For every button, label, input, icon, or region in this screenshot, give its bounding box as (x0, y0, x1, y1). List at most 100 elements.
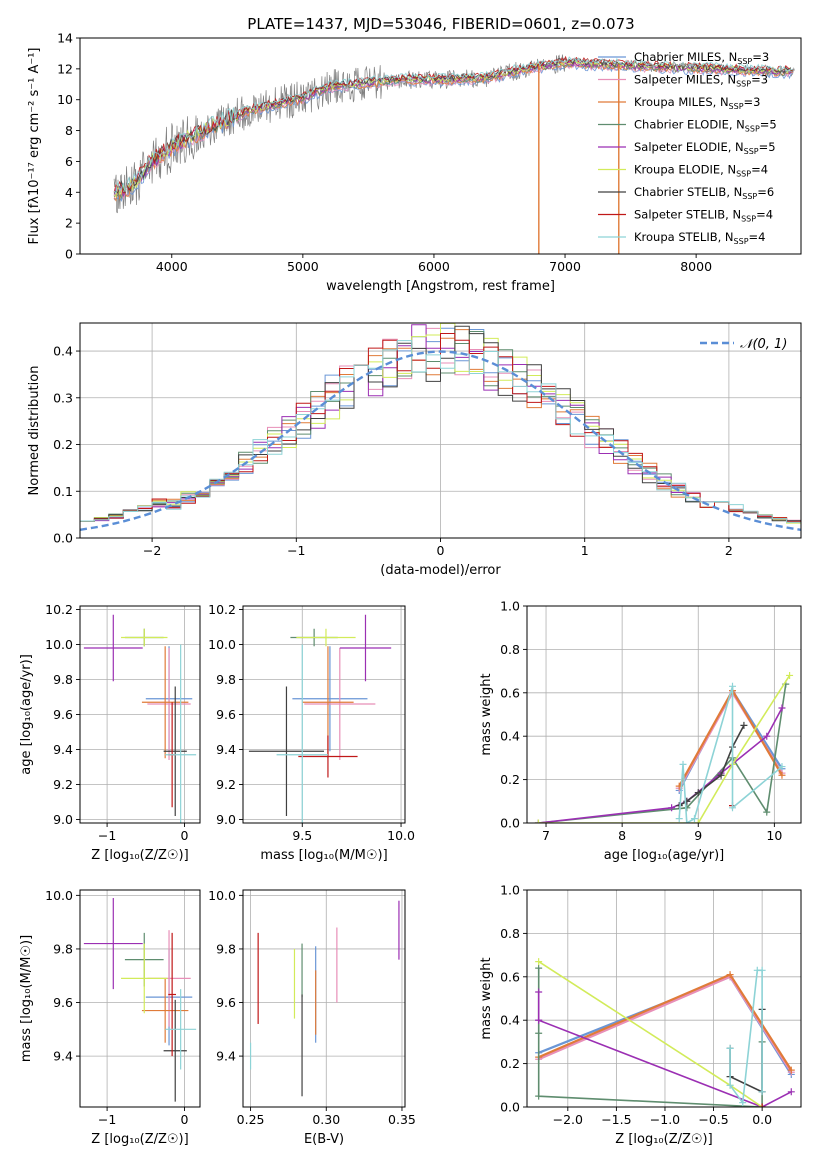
mass_vs_ebv-ytick-label: 9.6 (216, 995, 236, 1010)
spectrum-ytick-label: 8 (65, 123, 73, 138)
spectrum-panel: 4000 5000 6000 7000 8000 0 2 4 6 8 10 12 14 wavelengt… (27, 31, 802, 294)
age_vs_Z-point-salpeter_miles (147, 648, 191, 760)
residuals-ytick-label: 0.0 (53, 531, 73, 546)
weight_vs_age-line-kroupa_elodie (538, 674, 791, 823)
spectrum-xtick-label: 7000 (549, 259, 581, 274)
spectrum-ytick-label: 0 (65, 247, 73, 262)
legend-label-chabrier_elodie: Chabrier ELODIE, NSSP=5 (634, 118, 777, 134)
weight_vs_Z-marker-kroupa_miles (726, 971, 734, 979)
weight_vs_age-marker-kroupa_elodie (786, 671, 794, 679)
residuals-plot-area (80, 323, 801, 531)
residuals-xtick-label: 0 (437, 543, 445, 558)
weight_vs_Z-marker-kroupa_stelib (739, 1099, 747, 1107)
spectrum-ytick-label: 12 (57, 61, 73, 76)
age_vs_mass-xlabel: mass [log₁₀(M/M☉)] (260, 848, 387, 863)
weight_vs_Z-series-salpeter_stelib (758, 1103, 766, 1107)
figure-title: PLATE=1437, MJD=53046, FIBERID=0601, z=0… (247, 15, 634, 33)
age_vs_Z-panel: −1 0 9.0 9.2 9.4 9.6 9.8 10.0 10.2 Z [log₁₀(Z/Z☉)… (19, 602, 201, 863)
legend-label-sub: SSP (745, 125, 760, 134)
residuals-xlabel: (data-model)/error (380, 563, 501, 578)
mass_vs_Z-point-salpeter_stelib (168, 932, 176, 1057)
legend-label-base: Chabrier STELIB, N (634, 185, 742, 199)
age_vs_Z-xtick-label: −1 (98, 828, 116, 843)
legend-label-tail: =3 (744, 95, 761, 109)
residuals-ytick-label: 0.4 (53, 344, 73, 359)
weight_vs_age-marker-kroupa_stelib (729, 804, 736, 812)
legend-label-base: Kroupa MILES, N (634, 95, 729, 109)
spectrum-ylabel: Flux [fλ10⁻¹⁷ erg cm⁻² s⁻¹ A⁻¹] (27, 48, 42, 245)
weight_vs_Z-ytick-label: 1.0 (500, 883, 520, 898)
spectrum-model-chabrier_stelib (113, 58, 794, 194)
weight_vs_age-marker-kroupa_elodie (694, 819, 702, 823)
weight_vs_Z-marker-salpeter_elodie (535, 988, 543, 996)
legend-label-sub: SSP (737, 57, 752, 66)
weight_vs_age-ytick-label: 0.8 (500, 642, 520, 657)
legend-label-salpeter_miles: Salpeter MILES, NSSP=3 (634, 73, 768, 89)
legend-label-sub: SSP (742, 192, 757, 201)
age_vs_Z-ytick-label: 9.6 (53, 707, 73, 722)
weight_vs_Z-marker-chabrier_elodie (535, 964, 543, 972)
age_vs_mass-point-salpeter_elodie (339, 614, 392, 682)
residuals-ytick-label: 0.2 (53, 437, 73, 452)
spectrum-ytick-label: 2 (65, 216, 73, 231)
mass_vs_Z-xtick-label: −1 (98, 1112, 116, 1127)
residual-histogram-chabrier_stelib (80, 325, 801, 522)
spectrum-xlabel: wavelength [Angstrom, rest frame] (326, 279, 555, 294)
mass_vs_ebv-ytick-label: 9.4 (216, 1049, 236, 1064)
weight_vs_age-marker-kroupa_stelib (675, 815, 683, 823)
legend-label-tail: =6 (757, 185, 774, 199)
age_vs_Z-point-kroupa_stelib (165, 644, 197, 823)
weight_vs_Z-xtick-label: −0.5 (698, 1112, 728, 1127)
age_vs_mass-point-salpeter_stelib (298, 735, 358, 778)
legend-label-base: Chabrier MILES, N (634, 50, 737, 64)
legend-label-tail: =3 (752, 50, 769, 64)
age_vs_mass-ytick-label: 9.4 (216, 742, 236, 757)
weight_vs_age-marker-chabrier_stelib (683, 797, 691, 805)
age_vs_Z-ytick-label: 9.0 (53, 812, 73, 827)
legend-label-kroupa_elodie: Kroupa ELODIE, NSSP=4 (634, 163, 768, 179)
weight_vs_age-frame (526, 605, 802, 824)
spectrum-model-kroupa_stelib (113, 56, 794, 195)
weight_vs_Z-marker-kroupa_stelib (726, 1081, 734, 1089)
spectrum-ytick-label: 4 (65, 185, 73, 200)
age_vs_Z-ytick-label: 10.0 (45, 637, 73, 652)
mass_vs_Z-panel: −1 0 9.4 9.6 9.8 10.0 Z [log₁₀(Z/Z☉)] mass [log… (19, 888, 201, 1147)
weight_vs_age-marker-kroupa_stelib (729, 682, 736, 690)
mass_vs_Z-xtick-label: 0 (181, 1112, 189, 1127)
age_vs_mass-point-salpeter_miles (304, 648, 376, 760)
age_vs_Z-point-chabrier_stelib (163, 686, 187, 816)
weight_vs_Z-line-salpeter_elodie (537, 992, 792, 1107)
weight_vs_Z-marker-salpeter_elodie (535, 1016, 543, 1024)
weight_vs_age-marker-chabrier_stelib (694, 789, 702, 797)
weight_vs_Z-marker-chabrier_elodie (535, 1029, 543, 1037)
weight_vs_Z-ytick-label: 0.0 (500, 1100, 520, 1115)
residuals-xtick-label: 1 (581, 543, 589, 558)
weight_vs_Z-frame (526, 889, 802, 1108)
weight_vs_Z-marker-salpeter_stelib (758, 1103, 766, 1107)
legend-label-base: Kroupa ELODIE, N (634, 163, 736, 177)
weight_vs_age-xtick-label: 10 (766, 828, 782, 843)
residual-histogram-kroupa_stelib (80, 340, 801, 523)
age_vs_Z-xtick-label: 0 (181, 828, 189, 843)
legend-label-chabrier_stelib: Chabrier STELIB, NSSP=6 (634, 185, 774, 201)
mass_vs_Z-ytick-label: 9.4 (53, 1049, 73, 1064)
weight_vs_Z-marker-salpeter_elodie (787, 1088, 795, 1096)
mass_vs_ebv-xtick-label: 0.30 (312, 1112, 340, 1127)
weight_vs_Z-marker-kroupa_elodie (535, 958, 543, 966)
legend-label-base: Salpeter STELIB, N (634, 208, 741, 222)
age_vs_mass-ytick-label: 9.8 (216, 672, 236, 687)
weight_vs_age-ylabel: mass weight (479, 673, 494, 755)
panels: 4000 5000 6000 7000 800002468101214wavelengt… (19, 31, 802, 1147)
age_vs_mass-point-kroupa_stelib (276, 644, 328, 823)
weight_vs_Z-ytick-label: 0.2 (500, 1056, 520, 1071)
spectrum-frame (79, 37, 802, 255)
age_vs_mass-point-chabrier_stelib (248, 686, 324, 816)
weight_vs_Z-marker-kroupa_stelib (758, 1088, 766, 1096)
age_vs_mass-ytick-label: 10.2 (208, 602, 236, 617)
weight_vs_Z-marker-kroupa_stelib (726, 1044, 734, 1052)
weight_vs_age-marker-chabrier_stelib (740, 721, 748, 729)
legend-label-sub: SSP (744, 147, 759, 156)
age_vs_mass-ytick-label: 9.6 (216, 707, 236, 722)
weight_vs_Z-line-kroupa_stelib (729, 969, 763, 1105)
